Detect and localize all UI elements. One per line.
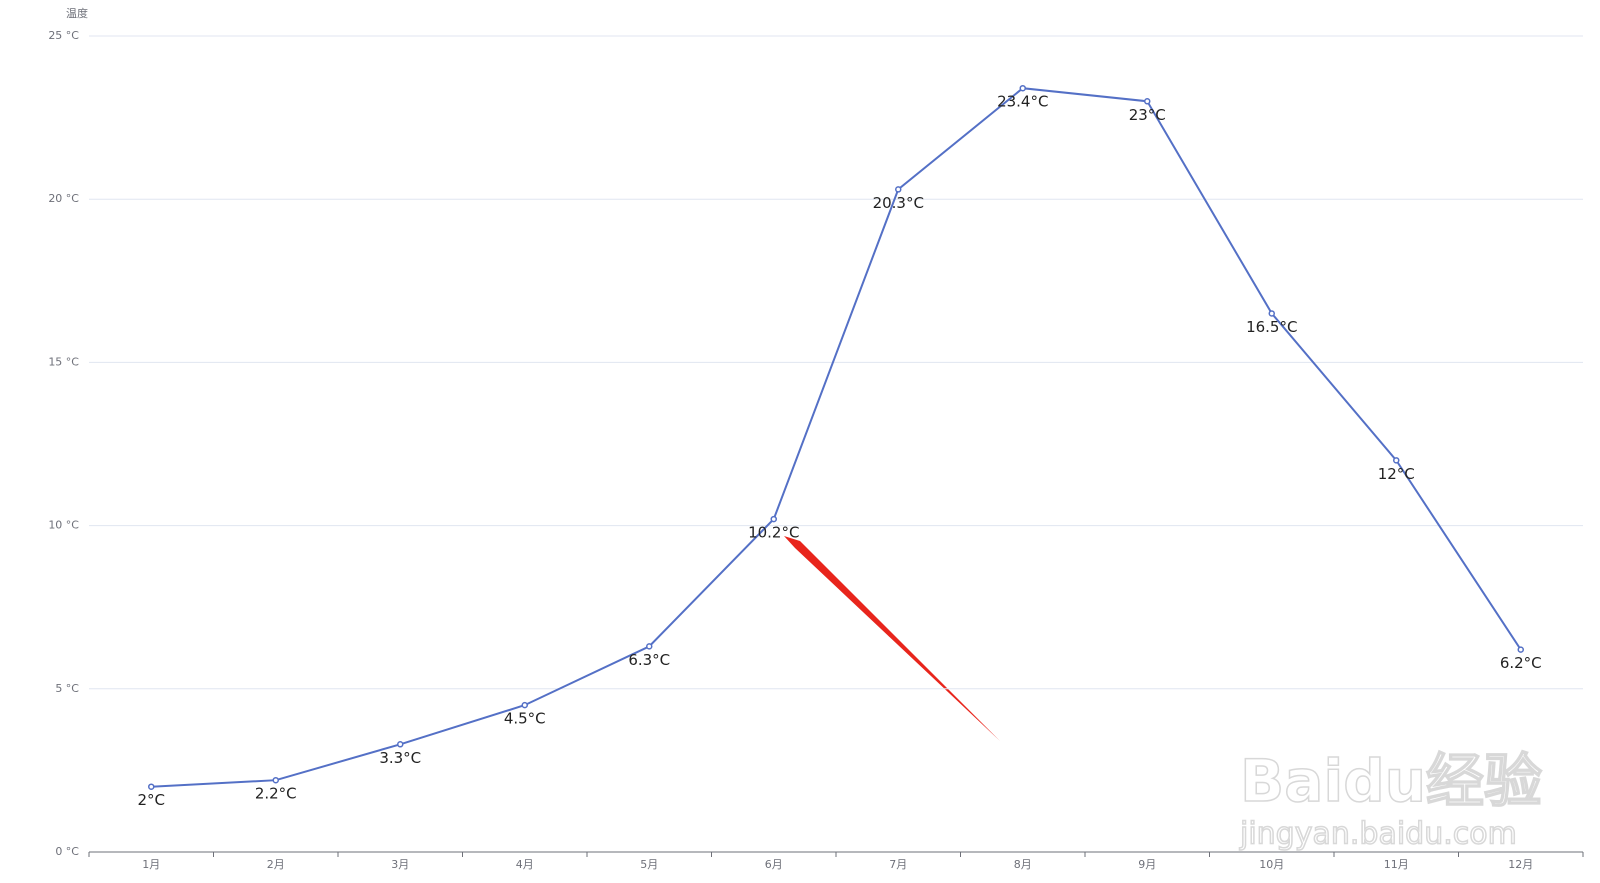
data-point xyxy=(148,783,155,790)
x-tick-label: 4月 xyxy=(516,858,534,871)
data-point xyxy=(272,776,279,784)
data-point xyxy=(646,643,653,650)
y-tick-label: 0 °C xyxy=(55,845,79,858)
data-label: 6.2°C xyxy=(1500,654,1542,672)
x-tick-label: 6月 xyxy=(765,858,783,871)
x-tick-label: 11月 xyxy=(1384,858,1409,871)
data-point xyxy=(1393,457,1400,464)
y-tick-label: 25 °C xyxy=(48,29,79,42)
x-tick-label: 9月 xyxy=(1138,858,1156,871)
data-point xyxy=(1268,310,1275,317)
x-tick-label: 7月 xyxy=(889,858,907,871)
data-point xyxy=(1019,84,1026,92)
y-tick-label: 15 °C xyxy=(48,355,79,368)
data-point xyxy=(1144,98,1151,105)
x-tick-label: 10月 xyxy=(1259,858,1284,871)
watermark-url: jingyan.baidu.com xyxy=(1239,817,1517,852)
data-label: 3.3°C xyxy=(379,749,421,767)
x-tick-label: 8月 xyxy=(1014,858,1032,871)
y-axis-label: 温度 xyxy=(66,6,88,20)
data-point xyxy=(1517,646,1524,653)
x-tick-label: 5月 xyxy=(640,858,658,871)
data-label: 20.3°C xyxy=(873,194,924,212)
x-tick-label: 1月 xyxy=(142,858,160,871)
x-tick-label: 3月 xyxy=(391,858,409,871)
y-tick-label: 20 °C xyxy=(48,192,79,205)
data-label: 2.2°C xyxy=(255,785,297,803)
x-tick-label: 12月 xyxy=(1508,858,1533,871)
data-label: 23°C xyxy=(1129,106,1166,124)
data-label: 16.5°C xyxy=(1246,318,1297,336)
annotation-arrow xyxy=(784,536,1000,741)
data-label: 2°C xyxy=(137,791,165,809)
watermark-brand: Baidu经验 xyxy=(1240,747,1542,815)
data-label: 6.3°C xyxy=(628,651,670,669)
data-label: 23.4°C xyxy=(997,93,1048,111)
data-label: 4.5°C xyxy=(504,710,546,728)
data-point xyxy=(521,701,528,709)
data-point xyxy=(397,741,404,748)
y-tick-label: 5 °C xyxy=(55,682,79,695)
data-label: 12°C xyxy=(1378,465,1415,483)
x-tick-label: 2月 xyxy=(267,858,285,871)
y-tick-label: 10 °C xyxy=(48,519,79,532)
series-line xyxy=(151,87,1522,788)
data-label: 10.2°C xyxy=(748,524,799,542)
data-point xyxy=(770,515,777,523)
data-point xyxy=(895,186,902,193)
